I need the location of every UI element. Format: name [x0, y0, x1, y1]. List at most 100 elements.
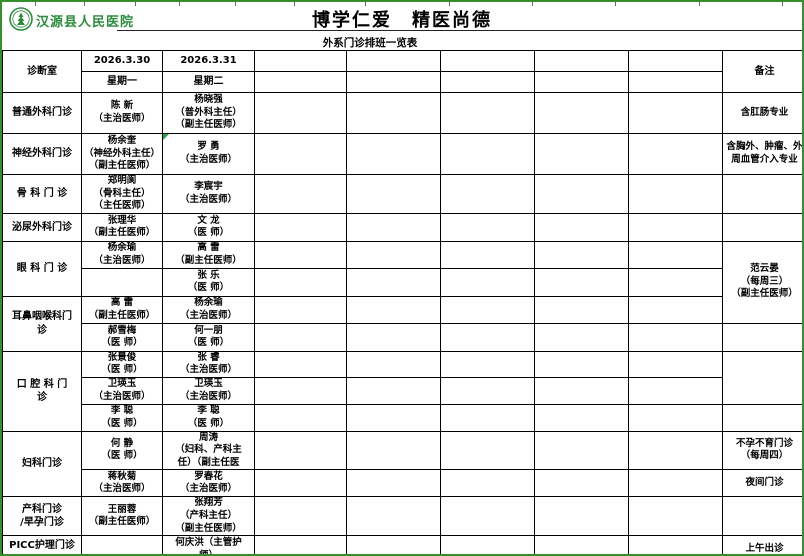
dept-cell-ent[interactable]: 耳鼻咽喉科门 诊 [2, 295, 82, 352]
remark-cell[interactable] [722, 403, 802, 432]
dept-cell-neurosurgery[interactable]: 神经外科门诊 [2, 133, 82, 175]
empty-cell[interactable] [346, 212, 441, 242]
empty-cell[interactable] [628, 535, 723, 554]
schedule-cell[interactable]: 高 雷 （副主任医师） [81, 295, 163, 324]
empty-cell[interactable] [346, 496, 441, 537]
empty-cell[interactable] [628, 295, 723, 324]
empty-cell[interactable] [254, 267, 347, 297]
empty-cell[interactable] [254, 240, 347, 269]
empty-cell[interactable] [254, 212, 347, 242]
empty-cell[interactable] [534, 469, 629, 498]
empty-cell[interactable] [628, 469, 723, 498]
schedule-cell[interactable]: 郑明阆 （骨科主任） （主任医师） [81, 174, 163, 214]
schedule-cell[interactable]: 张 睿 （主治医师） [162, 350, 255, 378]
empty-cell[interactable] [254, 295, 347, 324]
empty-cell[interactable] [346, 71, 441, 93]
empty-cell[interactable] [440, 403, 535, 432]
dept-cell-dental[interactable]: 口 腔 科 门 诊 [2, 350, 82, 432]
empty-cell[interactable] [534, 92, 629, 134]
empty-cell[interactable] [628, 496, 723, 537]
empty-cell[interactable] [254, 50, 347, 72]
empty-cell[interactable] [346, 430, 441, 471]
empty-cell[interactable] [346, 92, 441, 134]
empty-cell[interactable] [628, 403, 723, 432]
empty-cell[interactable] [346, 350, 441, 378]
empty-cell[interactable] [534, 322, 629, 352]
date-header-monday[interactable]: 2026.3.30 [81, 50, 163, 72]
schedule-cell[interactable]: 郝雪梅 （医 师） [81, 322, 163, 352]
empty-cell[interactable] [628, 212, 723, 242]
schedule-cell[interactable]: 杨余瑜 （主治医师） [81, 240, 163, 269]
dept-cell-obstetrics[interactable]: 产科门诊 /早孕门诊 [2, 496, 82, 537]
empty-cell[interactable] [254, 71, 347, 93]
empty-cell[interactable] [440, 240, 535, 269]
empty-cell[interactable] [628, 71, 723, 93]
schedule-cell[interactable]: 卫瑛玉 （主治医师） [81, 376, 163, 405]
empty-cell[interactable] [534, 403, 629, 432]
empty-cell[interactable] [254, 376, 347, 405]
empty-cell[interactable] [346, 322, 441, 352]
dept-cell-urology[interactable]: 泌尿外科门诊 [2, 212, 82, 242]
schedule-cell[interactable]: 周涛 （妇科、产科主 任）（副主任医 [162, 430, 255, 471]
remark-cell[interactable]: 含肛肠专业 [722, 92, 802, 134]
empty-cell[interactable] [440, 133, 535, 175]
empty-cell[interactable] [346, 174, 441, 214]
empty-cell[interactable] [628, 267, 723, 297]
empty-cell[interactable] [440, 267, 535, 297]
schedule-cell[interactable]: 张景俊 （医 师） [81, 350, 163, 378]
empty-cell[interactable] [534, 50, 629, 72]
empty-cell[interactable] [440, 469, 535, 498]
remark-cell[interactable]: 不孕不育门诊 （每周四） [722, 430, 802, 471]
empty-cell[interactable] [440, 430, 535, 471]
empty-cell[interactable] [440, 295, 535, 324]
empty-cell[interactable] [440, 496, 535, 537]
empty-cell[interactable] [440, 50, 535, 72]
empty-cell[interactable] [254, 133, 347, 175]
schedule-cell[interactable]: 杨余瑜 （主治医师） [162, 295, 255, 324]
empty-cell[interactable] [534, 133, 629, 175]
corner-header-cell[interactable]: 诊断室 [2, 50, 82, 93]
empty-cell[interactable] [440, 71, 535, 93]
empty-cell[interactable] [534, 174, 629, 214]
remark-cell[interactable]: 夜间门诊 [722, 469, 802, 498]
empty-cell[interactable] [628, 322, 723, 352]
remark-cell[interactable] [722, 174, 802, 214]
empty-cell[interactable] [346, 403, 441, 432]
schedule-cell[interactable]: 李 聪 （医 师） [81, 403, 163, 432]
schedule-cell[interactable]: 何庆洪（主管护 师） [162, 535, 255, 554]
empty-cell[interactable] [534, 430, 629, 471]
empty-cell[interactable] [346, 295, 441, 324]
empty-cell[interactable] [534, 240, 629, 269]
schedule-cell[interactable]: 陈 新 （主治医师） [81, 92, 163, 134]
remark-cell[interactable] [722, 212, 802, 242]
empty-cell[interactable] [628, 240, 723, 269]
schedule-cell[interactable]: 何 静 （医 师） [81, 430, 163, 471]
empty-cell[interactable] [628, 430, 723, 471]
empty-cell[interactable] [534, 376, 629, 405]
empty-cell[interactable] [254, 496, 347, 537]
dept-cell-picc[interactable]: PICC护理门诊 [2, 535, 82, 554]
empty-cell[interactable] [534, 212, 629, 242]
empty-cell[interactable] [534, 71, 629, 93]
schedule-cell[interactable]: 文 龙 （医 师） [162, 212, 255, 242]
empty-cell[interactable] [534, 496, 629, 537]
schedule-cell[interactable]: 王丽蓉 （副主任医师） [81, 496, 163, 537]
empty-cell[interactable] [440, 376, 535, 405]
schedule-cell[interactable]: 张翔芳 （产科主任） （副主任医师） [162, 496, 255, 537]
schedule-cell[interactable]: 何一朋 （医 师） [162, 322, 255, 352]
schedule-cell[interactable]: 张理华 （副主任医师） [81, 212, 163, 242]
empty-cell[interactable] [346, 50, 441, 72]
empty-cell[interactable] [254, 469, 347, 498]
empty-cell[interactable] [628, 133, 723, 175]
dept-cell-ophthalmology[interactable]: 眼 科 门 诊 [2, 240, 82, 297]
empty-cell[interactable] [628, 92, 723, 134]
dept-cell-gynecology[interactable]: 妇科门诊 [2, 430, 82, 498]
empty-cell[interactable] [440, 174, 535, 214]
dept-cell-general-surgery[interactable]: 普通外科门诊 [2, 92, 82, 134]
empty-cell[interactable] [254, 403, 347, 432]
empty-cell[interactable] [534, 535, 629, 554]
weekday-header-tuesday[interactable]: 星期二 [162, 71, 255, 93]
remark-cell[interactable]: 上午出诊 [722, 535, 802, 554]
empty-cell[interactable] [440, 212, 535, 242]
remark-cell[interactable] [722, 322, 802, 352]
